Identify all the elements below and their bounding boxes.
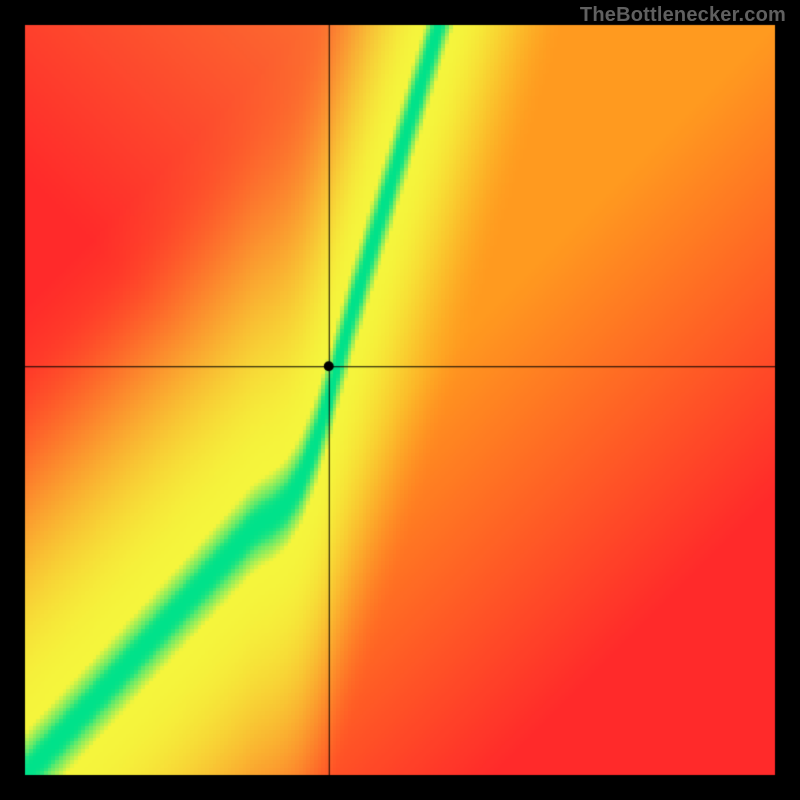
heatmap-canvas xyxy=(0,0,800,800)
chart-container: TheBottlenecker.com xyxy=(0,0,800,800)
attribution-label: TheBottlenecker.com xyxy=(580,4,786,27)
